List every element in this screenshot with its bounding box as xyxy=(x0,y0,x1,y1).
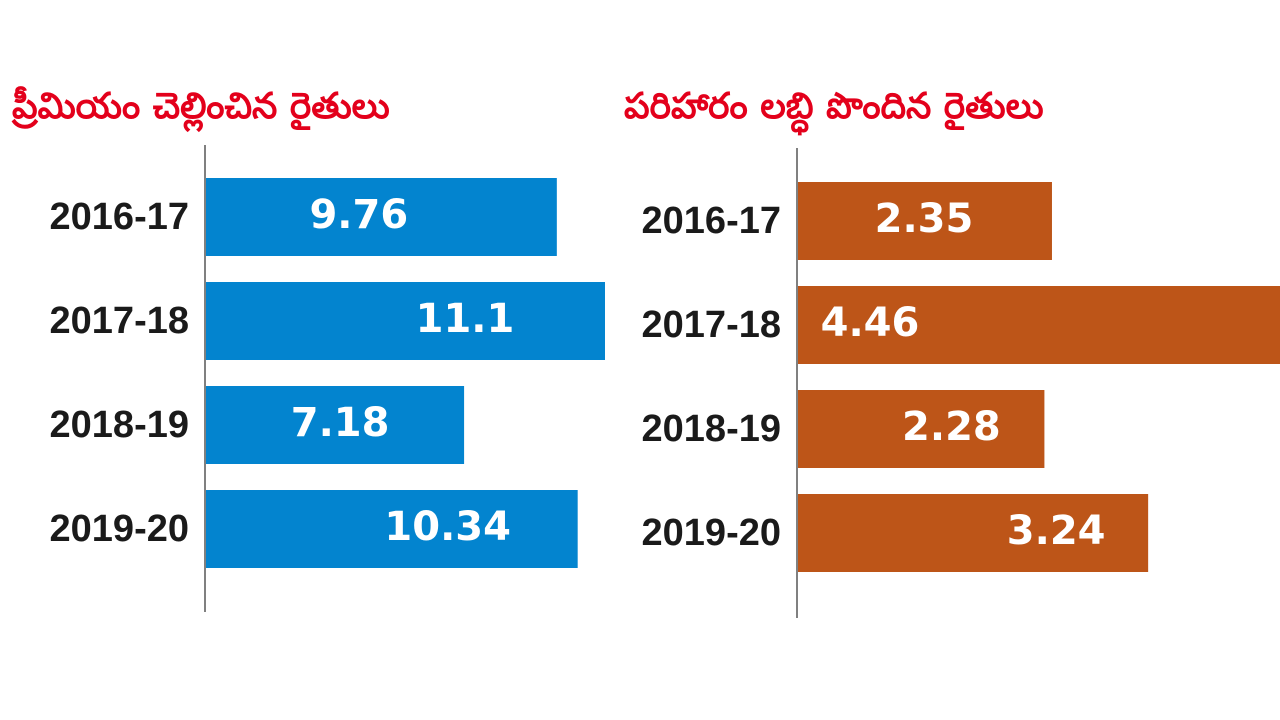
chart-title: ప్రీమియం చెల్లించిన రైతులు xyxy=(12,86,390,127)
bar-2016-17 xyxy=(206,178,557,256)
category-label-2016-17: 2016-17 xyxy=(642,200,781,242)
value-label-2017-18: 11.1 xyxy=(416,296,515,342)
bar-2018-19 xyxy=(798,390,1045,468)
value-label-2016-17: 9.76 xyxy=(309,192,408,238)
category-label-2017-18: 2017-18 xyxy=(50,300,189,342)
chart-title: పరిహారం లబ్ధి పొందిన రైతులు xyxy=(624,86,1044,127)
compensation-bars-svg: 2016-17 2.35 2017-18 4.46 2018-19 2.28 2019-20… xyxy=(642,148,1280,618)
premium-bars-svg: 2016-17 9.76 2017-18 11.1 2018-19 7.18 2019-20… xyxy=(50,145,605,612)
premium-paid-farmers-chart: ప్రీమియం చెల్లించిన రైతులు 2016-17 9.76 20… xyxy=(12,86,605,612)
category-label-2019-20: 2019-20 xyxy=(50,508,189,550)
value-label-2017-18: 4.46 xyxy=(821,300,920,346)
bar-2017-18 xyxy=(206,282,605,360)
bar-2018-19 xyxy=(206,386,465,464)
category-label-2017-18: 2017-18 xyxy=(642,304,781,346)
category-label-2018-19: 2018-19 xyxy=(642,408,781,450)
category-label-2019-20: 2019-20 xyxy=(642,512,781,554)
category-label-2018-19: 2018-19 xyxy=(50,404,189,446)
bar-2019-20 xyxy=(798,494,1149,572)
value-label-2019-20: 10.34 xyxy=(384,504,511,550)
value-label-2018-19: 2.28 xyxy=(902,404,1001,450)
value-label-2019-20: 3.24 xyxy=(1007,508,1106,554)
bar-2017-18 xyxy=(798,286,1280,364)
value-label-2016-17: 2.35 xyxy=(875,196,974,242)
bar-2019-20 xyxy=(206,490,578,568)
value-label-2018-19: 7.18 xyxy=(291,400,390,446)
compensation-benefited-farmers-chart: పరిహారం లబ్ధి పొందిన రైతులు 2016-17 2.35 2… xyxy=(600,0,1280,720)
category-label-2016-17: 2016-17 xyxy=(50,196,189,238)
bar-2016-17 xyxy=(798,182,1052,260)
